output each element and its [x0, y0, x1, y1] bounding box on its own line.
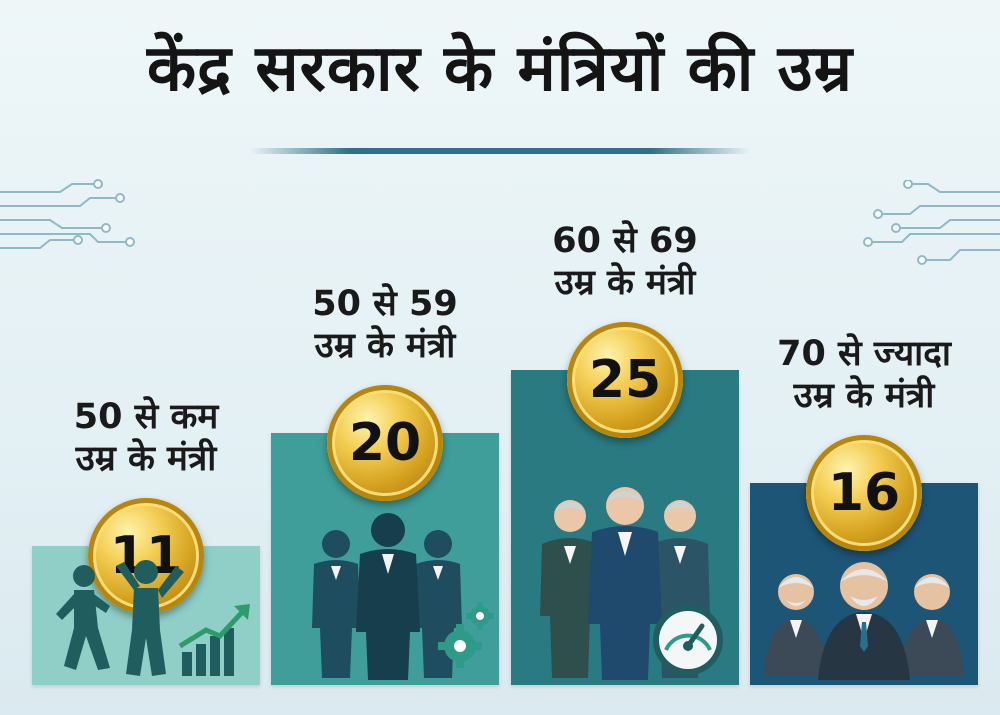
- data-label: 20: [348, 413, 422, 473]
- elderly-leaders-icon: [764, 562, 964, 680]
- value-coin-over-70: 16: [806, 435, 922, 552]
- category-label-under-50: 50 से कम उम्र के मंत्री: [73, 397, 219, 480]
- circuit-lines-icon: [863, 180, 1000, 265]
- growth-chart-icon: [178, 604, 250, 676]
- category-label-over-70: 70 से ज्यादा उम्र के मंत्री: [777, 334, 951, 417]
- circuit-lines-icon: [0, 179, 135, 249]
- title-underline: [250, 148, 750, 154]
- data-label: 25: [588, 350, 662, 410]
- category-label-60-69: 60 से 69 उम्र के मंत्री: [552, 221, 698, 303]
- value-coin-60-69: 25: [567, 322, 683, 438]
- value-coin-50-59: 20: [327, 385, 443, 501]
- speedometer-icon: [653, 605, 723, 675]
- data-label: 16: [827, 463, 901, 524]
- page-title: केंद्र सरकार के मंत्रियों की उम्र: [147, 32, 853, 106]
- gear-icon: [438, 602, 494, 668]
- category-label-50-59: 50 से 59 उम्र के मंत्री: [312, 284, 458, 366]
- running-people-icon: [56, 560, 184, 676]
